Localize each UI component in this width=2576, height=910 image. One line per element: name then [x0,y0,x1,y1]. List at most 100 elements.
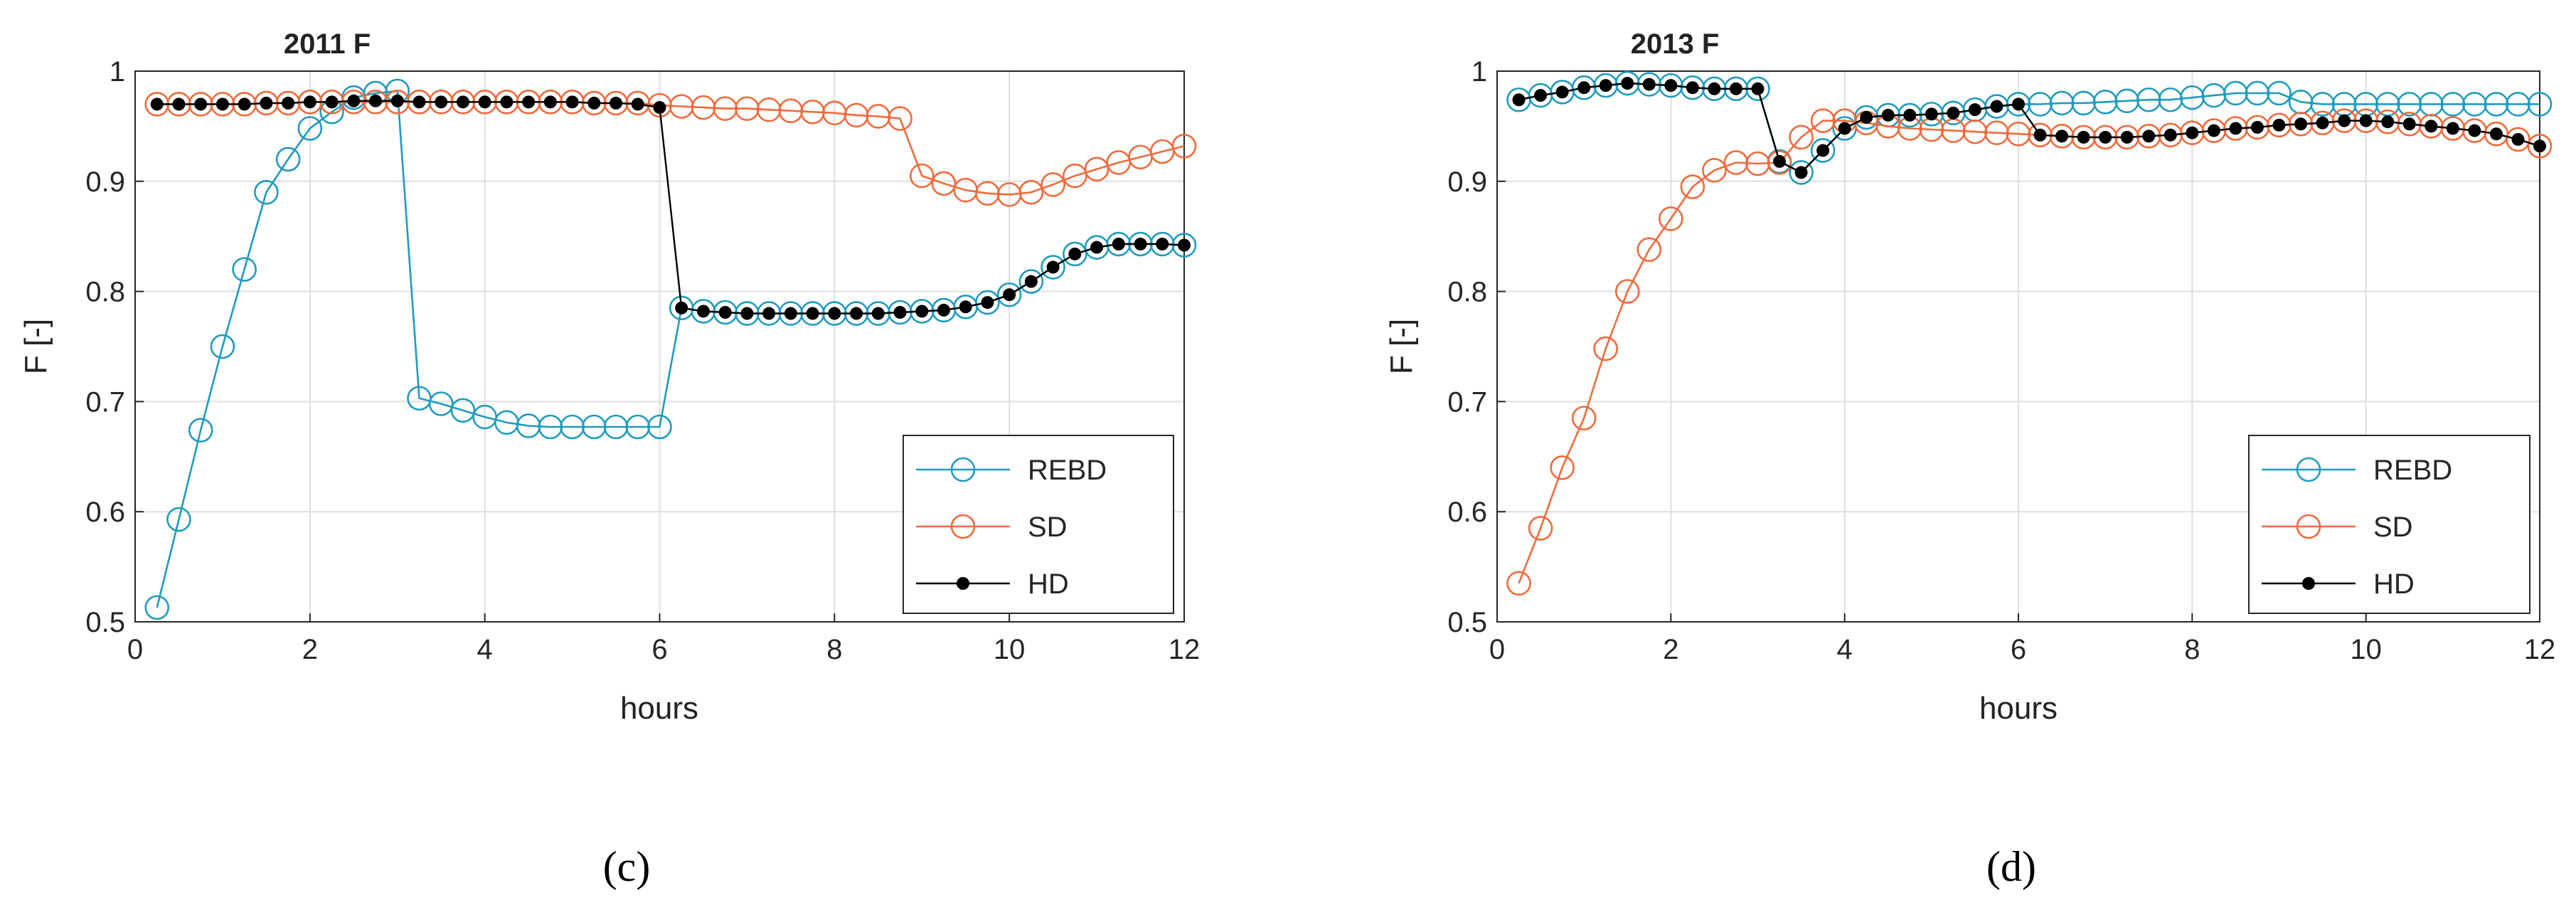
data-point-hd [2055,129,2069,143]
x-axis-label: hours [620,691,698,726]
data-point-rebd [2267,80,2292,106]
data-point-hd [937,303,950,317]
legend-label-rebd: REBD [2373,455,2452,486]
data-point-hd [1968,103,1981,117]
data-point-hd [1577,81,1591,95]
data-point-hd [2381,115,2395,129]
data-point-sd [1171,133,1197,159]
data-point-rebd [450,398,476,423]
y-tick-label: 0.7 [1447,386,1487,418]
data-point-sd [1571,406,1597,430]
x-tick-label: 2 [1663,634,1678,665]
x-tick-label: 10 [994,634,1026,665]
data-point-hd [150,97,164,111]
data-point-rebd [2028,92,2053,117]
data-point-hd [215,97,229,111]
data-point-hd [413,95,426,109]
data-point-sd [1636,237,1662,263]
data-point-hd [2120,130,2134,144]
data-point-rebd [2397,92,2422,117]
data-point-hd [2272,118,2286,132]
legend-entry-sd: SD [916,512,1068,543]
data-point-rebd [2484,92,2509,117]
legend-marker-sd [950,514,976,539]
data-point-hd [1555,85,1569,99]
data-point-hd [2468,124,2481,137]
data-point-hd [2316,116,2329,129]
data-point-hd [915,305,929,318]
data-point-hd [1599,79,1612,92]
x-tick-label: 4 [1837,634,1853,665]
x-tick-label: 12 [2524,634,2556,665]
data-point-hd [675,301,688,314]
data-point-hd [2446,122,2459,135]
data-point-rebd [2310,92,2335,117]
data-point-hd [828,307,841,320]
data-point-rebd [2136,87,2161,112]
data-point-sd [1550,455,1575,480]
legend-marker-hd [957,577,969,590]
data-point-rebd [2114,88,2140,114]
data-point-rebd [188,418,213,443]
x-tick-label: 0 [1489,634,1505,665]
x-tick-label: 4 [477,634,493,665]
axis-ticks: 0 2 4 6 8 10 12 0.5 0.6 0.7 0.8 0.9 1 [1447,56,2555,665]
legend-entry-rebd: REBD [916,455,1107,486]
data-point-sd [1680,174,1705,199]
legend-marker-hd [2302,577,2315,590]
data-point-hd [762,307,776,320]
y-tick-label: 0.5 [1447,607,1487,638]
data-point-hd [1708,82,1721,95]
series-hd [1512,77,2546,179]
x-tick-label: 8 [826,634,842,665]
data-point-hd [260,96,273,110]
data-point-hd [959,300,972,314]
data-point-hd [2511,132,2525,146]
data-point-hd [1178,238,1191,252]
data-point-rebd [2245,80,2270,106]
data-point-hd [1068,247,1082,260]
data-point-sd [931,171,957,196]
y-tick-label: 0.8 [1447,277,1487,308]
data-point-hd [543,95,557,109]
data-point-rebd [232,257,257,282]
data-point-hd [2338,114,2351,127]
data-point-rebd [144,595,170,620]
data-point-sd [1984,120,2009,145]
data-point-hd [631,97,644,111]
data-point-hd [1729,82,1742,95]
chart-panel-c: 2011 F 0 2 4 6 8 10 12 0.5 0.6 0.7 0.8 0.9 1 hours F… [18,28,1200,890]
series-layer [1506,70,2553,596]
y-axis-label: F [-] [18,319,53,374]
data-point-sd [1723,150,1749,175]
data-point-sd [1528,516,1553,541]
legend-label-sd: SD [2373,512,2413,543]
data-point-hd [740,307,754,320]
data-point-rebd [428,391,454,416]
data-point-sd [1593,336,1619,361]
data-point-hd [2489,127,2503,141]
data-point-hd [172,97,186,111]
data-point-hd [981,296,994,309]
data-point-hd [2207,124,2220,137]
legend-marker-rebd [2296,457,2321,482]
data-point-hd [2077,130,2090,144]
data-point-sd [1767,150,1792,175]
data-point-rebd [2071,90,2096,116]
data-point-hd [1642,78,1656,91]
data-point-rebd [210,334,235,359]
data-point-hd [2142,129,2156,143]
grid-lines [1497,71,2540,622]
legend-entry-hd: HD [2262,568,2415,600]
y-tick-label: 0.6 [85,497,125,528]
data-point-sd [1962,119,1988,144]
data-point-hd [1860,111,1873,125]
data-point-hd [478,95,491,109]
legend-entry-rebd: REBD [2262,455,2452,486]
data-point-rebd [254,179,279,205]
data-point-sd [1810,108,1836,133]
data-point-hd [871,307,885,320]
y-tick-label: 0.8 [85,277,125,308]
data-point-hd [1947,106,1960,120]
